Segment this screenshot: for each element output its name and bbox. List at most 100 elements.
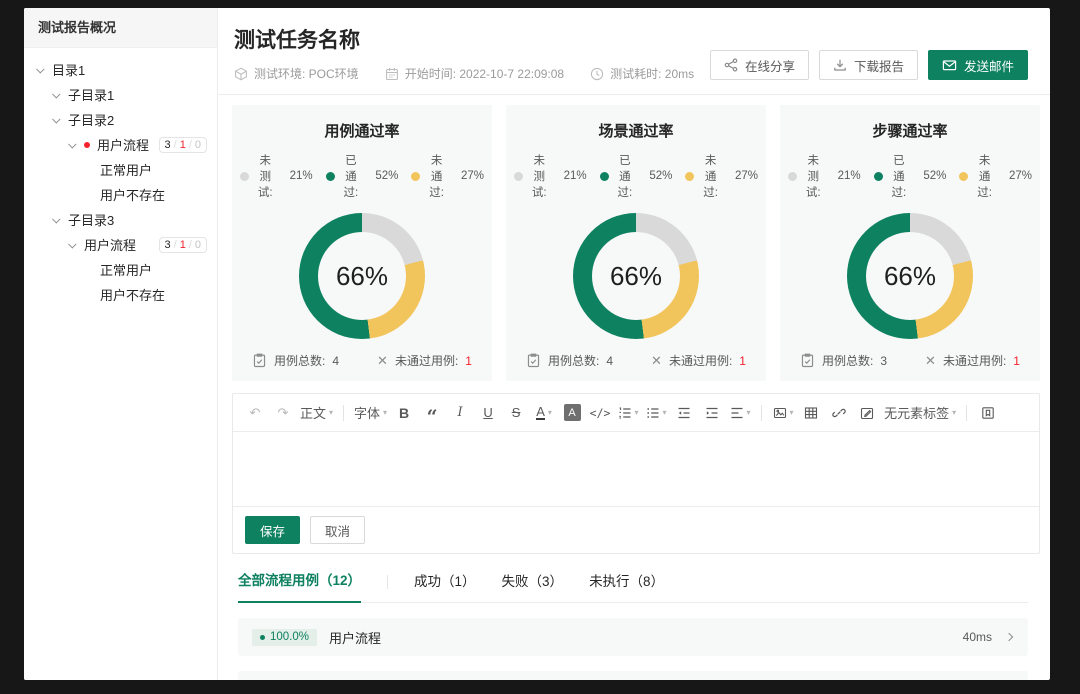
main-content: 测试任务名称 测试环境: POC环境 开始时间: 2022-10-7 22:09… — [218, 8, 1050, 680]
total-cases-stat: 用例总数: 3 — [800, 352, 887, 369]
tree-item[interactable]: 正常用户 — [24, 257, 217, 282]
legend-item: 未通过: 27% — [685, 152, 758, 200]
ordered-list-dropdown[interactable]: ▾ — [617, 401, 639, 425]
tree-item-label: 正常用户 — [100, 263, 153, 278]
caret-down-icon: ▾ — [789, 408, 794, 417]
meta-duration: 测试耗时: 20ms — [590, 65, 694, 82]
tree-item[interactable]: 用户不存在 — [24, 282, 217, 307]
ordered-list-icon — [618, 407, 631, 418]
image-icon — [773, 407, 786, 418]
card-stats: 用例总数: 4 ✕ 未通过用例: 1 — [514, 352, 758, 369]
test-report-app: 测试报告概况 目录1 子目录1 子目录2 用户流程 3/1/0 正常用户 — [24, 8, 1050, 680]
tab-not-executed[interactable]: 未执行（8） — [589, 574, 665, 589]
table-icon[interactable] — [800, 401, 822, 425]
align-dropdown[interactable]: ▾ — [729, 401, 751, 425]
editor-content[interactable] — [233, 432, 1039, 506]
paragraph-style-dropdown[interactable]: 正文 ▾ — [300, 406, 334, 421]
tree-item[interactable]: 用户不存在 — [24, 182, 217, 207]
send-email-button[interactable]: 发送邮件 — [927, 50, 1028, 80]
underline-icon[interactable]: U — [483, 405, 493, 420]
indent-icon[interactable] — [701, 401, 723, 425]
legend-item: 未通过: 27% — [959, 152, 1032, 200]
meta-environment: 测试环境: POC环境 — [234, 65, 359, 82]
clipboard-check-icon — [801, 353, 814, 368]
mail-icon — [942, 60, 957, 71]
case-tabs: 全部流程用例（12） 成功（1） 失败（3） 未执行（8） — [238, 569, 1028, 603]
donut-chart: 66% — [573, 213, 699, 339]
font-dropdown[interactable]: 字体 ▾ — [354, 406, 388, 421]
card-title: 场景通过率 — [598, 123, 674, 140]
legend-item: 未通过: 27% — [411, 152, 484, 200]
tree-item[interactable]: 子目录1 — [24, 82, 217, 107]
legend-dot — [959, 171, 969, 181]
chevron-down-icon[interactable] — [36, 64, 45, 74]
calendar-icon — [385, 67, 398, 80]
redo-icon[interactable]: ↷ — [277, 404, 289, 420]
tree-item-label: 子目录2 — [68, 113, 115, 128]
legend-dot — [685, 171, 695, 181]
tree-item-label: 子目录3 — [68, 213, 115, 228]
donut-chart: 66% — [847, 213, 973, 339]
page-header: 测试任务名称 测试环境: POC环境 开始时间: 2022-10-7 22:09… — [218, 8, 1050, 95]
save-button[interactable]: 保存 — [245, 516, 301, 544]
tab-all-cases[interactable]: 全部流程用例（12） — [238, 569, 362, 603]
link-icon[interactable] — [828, 401, 850, 425]
chevron-down-icon[interactable] — [52, 89, 61, 99]
chevron-right-icon[interactable] — [1004, 632, 1014, 642]
chevron-down-icon[interactable] — [68, 139, 77, 149]
legend-item: 未测试: 21% — [788, 152, 861, 200]
align-left-icon — [731, 407, 743, 418]
highlight-icon[interactable]: A — [561, 401, 583, 425]
bold-icon[interactable]: B — [399, 404, 410, 421]
case-list: 100.0% 用户流程 40ms 0.0% 购物车流程 40ms — [238, 603, 1028, 680]
legend: 未测试: 21% 已通过: 52% 未通过: 27% — [788, 152, 1032, 200]
tab-failed[interactable]: 失败（3） — [501, 574, 564, 589]
image-dropdown[interactable]: ▾ — [772, 401, 794, 425]
blockquote-icon[interactable]: “ — [426, 405, 438, 428]
pass-fail-skip-badge: 3/1/0 — [158, 236, 207, 253]
chevron-down-icon[interactable] — [52, 114, 61, 124]
legend-item: 未测试: 21% — [514, 152, 587, 200]
caret-down-icon: ▾ — [634, 408, 639, 417]
italic-icon[interactable]: I — [457, 405, 463, 420]
chevron-down-icon[interactable] — [52, 214, 61, 224]
pass-rate-badge: 100.0% — [252, 628, 318, 646]
case-row[interactable]: 0.0% 购物车流程 40ms — [238, 671, 1028, 680]
tab-success[interactable]: 成功（1） — [414, 574, 476, 589]
toolbar-divider — [343, 404, 345, 421]
edit-icon[interactable] — [856, 401, 878, 425]
x-icon: ✕ — [377, 352, 388, 368]
download-report-button[interactable]: 下载报告 — [818, 50, 918, 80]
tab-divider — [387, 575, 389, 589]
tree-item[interactable]: 用户流程 3/1/0 — [24, 232, 217, 257]
caret-down-icon: ▾ — [329, 408, 334, 417]
tree-item[interactable]: 正常用户 — [24, 157, 217, 182]
element-tag-dropdown[interactable]: 无元素标签 ▾ — [884, 406, 957, 421]
caret-down-icon: ▾ — [547, 408, 552, 417]
tree-item[interactable]: 子目录2 — [24, 107, 217, 132]
undo-icon[interactable]: ↶ — [249, 404, 261, 420]
outdent-icon[interactable] — [673, 401, 695, 425]
online-share-button[interactable]: 在线分享 — [709, 50, 809, 80]
step-pass-rate-card: 步骤通过率 未测试: 21% 已通过: 52% 未通过: 27% 66% 用例总… — [780, 105, 1040, 381]
tree-item[interactable]: 子目录3 — [24, 207, 217, 232]
donut-center-value: 66% — [866, 232, 954, 320]
pass-fail-skip-badge: 3/1/0 — [158, 136, 207, 153]
bookmark-icon[interactable] — [977, 401, 999, 425]
donut-center-value: 66% — [592, 232, 680, 320]
bullet-list-dropdown[interactable]: ▾ — [645, 401, 667, 425]
strikethrough-icon[interactable]: S — [511, 405, 521, 420]
tree-item-label: 子目录1 — [68, 88, 115, 103]
legend-dot — [599, 171, 609, 181]
chevron-down-icon[interactable] — [68, 239, 77, 249]
case-row[interactable]: 100.0% 用户流程 40ms — [238, 618, 1028, 656]
caret-down-icon: ▾ — [746, 408, 751, 417]
font-color-dropdown[interactable]: A ▾ — [536, 404, 552, 420]
legend-dot — [411, 171, 421, 181]
tree-item[interactable]: 用户流程 3/1/0 — [24, 132, 217, 157]
legend-dot — [514, 171, 523, 181]
tree-item[interactable]: 目录1 — [24, 57, 217, 82]
cancel-button[interactable]: 取消 — [310, 516, 366, 544]
download-icon — [834, 59, 846, 71]
code-icon[interactable]: </> — [589, 405, 611, 420]
